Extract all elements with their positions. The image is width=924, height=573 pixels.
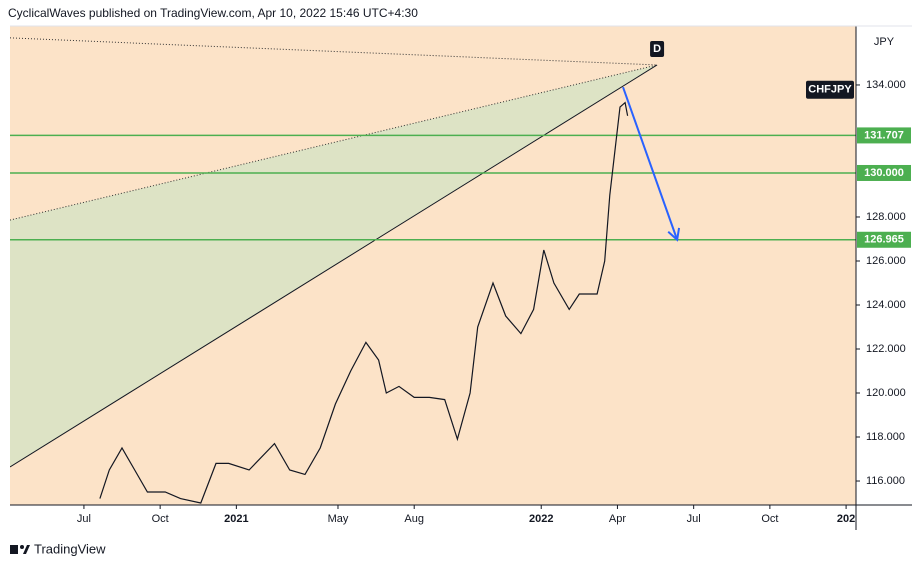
y-tick-label: 134.000 xyxy=(866,79,906,91)
level-label-bg xyxy=(857,164,911,181)
y-tick-label: 124.000 xyxy=(866,299,906,311)
x-tick-label: Oct xyxy=(152,513,169,525)
y-tick-label: 122.000 xyxy=(866,343,906,355)
level-label: 131.707 xyxy=(864,129,904,141)
x-tick-label: Jul xyxy=(77,513,91,525)
x-tick-label: May xyxy=(328,513,349,525)
y-tick-label: 118.000 xyxy=(866,431,905,443)
currency-label: JPY xyxy=(874,36,895,48)
footer: TradingView xyxy=(34,541,106,556)
x-tick-label: 2021 xyxy=(224,513,248,525)
y-tick-label: 120.000 xyxy=(866,387,906,399)
point-label-bg xyxy=(650,40,665,57)
level-label-bg xyxy=(857,231,911,248)
footer-logo xyxy=(10,545,30,554)
level-label-bg xyxy=(857,127,911,144)
arrow-head xyxy=(667,227,681,242)
y-tick-label: 126.000 xyxy=(866,255,906,267)
point-label: D xyxy=(653,43,661,55)
level-label: 130.000 xyxy=(864,167,904,179)
plot xyxy=(10,37,856,504)
symbol-label-bg xyxy=(806,80,854,99)
level-label: 126.965 xyxy=(864,234,904,246)
header: CyclicalWaves published on TradingView.c… xyxy=(8,6,418,20)
y-tick-label: 128.000 xyxy=(866,211,906,223)
x-tick-label: Apr xyxy=(609,513,626,525)
x-tick-label: Jul xyxy=(687,513,701,525)
y-tick-label: 116.000 xyxy=(866,475,905,487)
pattern-base xyxy=(10,64,658,468)
x-tick-label: Aug xyxy=(404,513,424,525)
x-tick-label: 202 xyxy=(837,513,855,525)
x-tick-label: 2022 xyxy=(529,513,553,525)
arrow-line xyxy=(622,86,679,241)
price-line xyxy=(99,101,629,504)
x-tick-label: Oct xyxy=(761,513,778,525)
symbol-label: CHFJPY xyxy=(808,84,852,96)
